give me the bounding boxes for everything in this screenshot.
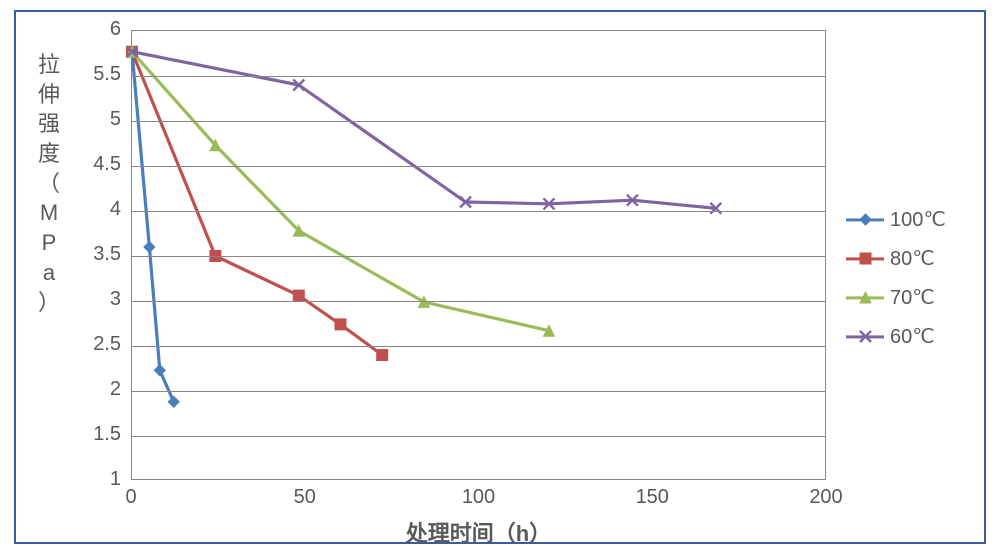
series-marker — [335, 319, 346, 330]
grid-line — [132, 166, 825, 167]
chart-frame: 拉伸强度（MPa） 处理时间（h） 100℃80℃70℃60℃ 11.522.5… — [14, 10, 986, 544]
legend-label: 80℃ — [890, 246, 935, 271]
legend-swatch — [846, 251, 884, 266]
grid-line — [132, 346, 825, 347]
y-axis-title-char: 拉 — [38, 50, 60, 80]
legend-item: 100℃ — [846, 207, 946, 232]
y-tick-label: 2 — [110, 378, 121, 401]
y-tick-label: 3.5 — [93, 243, 121, 266]
y-axis-title-char: M — [38, 198, 60, 228]
y-axis-title-char: ） — [38, 288, 60, 318]
x-tick-label: 150 — [634, 486, 670, 509]
chart-lines — [132, 31, 825, 479]
legend-marker-icon — [860, 214, 871, 225]
y-tick-label: 2.5 — [93, 333, 121, 356]
legend-item: 60℃ — [846, 324, 946, 349]
legend-swatch — [846, 290, 884, 305]
series-line — [132, 52, 382, 355]
y-axis-title-char: 强 — [38, 109, 60, 139]
y-axis-title-char: 度 — [38, 139, 60, 169]
series-marker — [293, 290, 304, 301]
series-marker — [154, 365, 165, 376]
grid-line — [132, 76, 825, 77]
grid-line — [132, 301, 825, 302]
y-tick-label: 4 — [110, 198, 121, 221]
y-tick-label: 3 — [110, 288, 121, 311]
legend-swatch — [846, 329, 884, 344]
grid-line — [132, 256, 825, 257]
grid-line — [132, 211, 825, 212]
legend-marker-icon — [860, 253, 871, 264]
x-tick-label: 200 — [808, 486, 844, 509]
y-tick-label: 6 — [110, 18, 121, 41]
grid-line — [132, 436, 825, 437]
legend-label: 60℃ — [890, 324, 935, 349]
legend-swatch — [846, 212, 884, 227]
y-axis-title-char: a — [38, 258, 60, 288]
y-axis-title-char: P — [38, 228, 60, 258]
y-tick-label: 5.5 — [93, 63, 121, 86]
legend-label: 100℃ — [890, 207, 946, 232]
series-line — [132, 52, 549, 331]
grid-line — [132, 121, 825, 122]
grid-line — [132, 391, 825, 392]
series-marker — [168, 396, 179, 407]
y-axis-title-char: 伸 — [38, 80, 60, 110]
x-tick-label: 100 — [461, 486, 497, 509]
x-tick-label: 50 — [287, 486, 323, 509]
y-axis-title-char: （ — [38, 169, 60, 199]
series-marker — [377, 350, 388, 361]
y-axis-title: 拉伸强度（MPa） — [38, 50, 60, 317]
y-tick-label: 5 — [110, 108, 121, 131]
legend-label: 70℃ — [890, 285, 935, 310]
legend-item: 80℃ — [846, 246, 946, 271]
legend: 100℃ 80℃ 70℃ 60℃ — [846, 207, 946, 363]
legend-marker-icon — [860, 292, 871, 303]
legend-marker-icon — [860, 331, 871, 342]
x-tick-label: 0 — [113, 486, 149, 509]
plot-area — [131, 30, 826, 480]
y-tick-label: 1.5 — [93, 423, 121, 446]
y-tick-label: 4.5 — [93, 153, 121, 176]
legend-item: 70℃ — [846, 285, 946, 310]
x-axis-title: 处理时间（h） — [131, 516, 826, 548]
series-marker — [144, 242, 155, 253]
